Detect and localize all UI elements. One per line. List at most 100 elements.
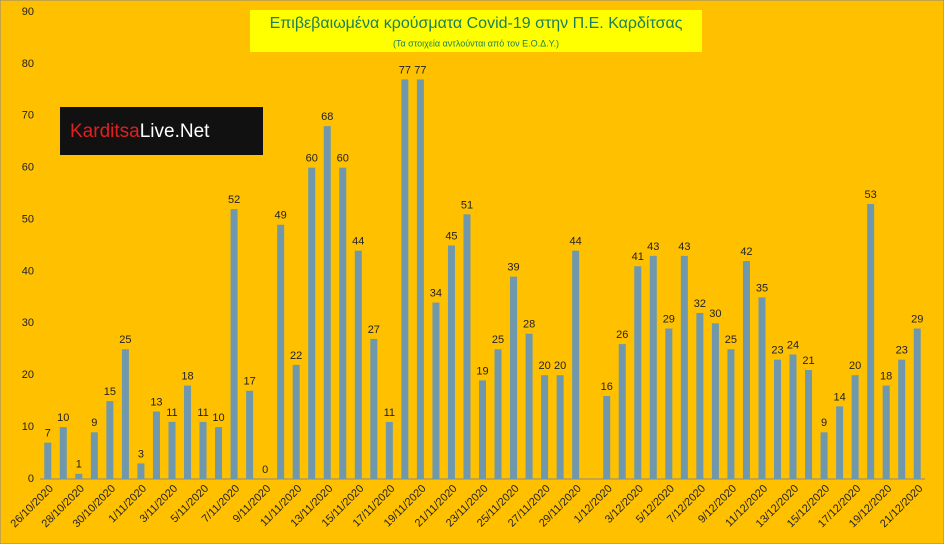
value-label: 16 xyxy=(601,381,613,393)
bar xyxy=(556,375,564,479)
bar xyxy=(867,203,875,479)
bar xyxy=(246,390,254,479)
y-tick-label: 10 xyxy=(22,421,34,433)
value-label: 9 xyxy=(91,417,97,429)
bar xyxy=(758,297,766,479)
value-label: 11 xyxy=(197,407,208,419)
bar xyxy=(401,79,409,479)
bar xyxy=(649,255,657,479)
value-label: 10 xyxy=(212,412,224,424)
value-label: 39 xyxy=(507,262,519,274)
bar xyxy=(463,214,471,479)
title-box xyxy=(250,10,702,52)
value-label: 14 xyxy=(833,391,845,403)
value-label: 19 xyxy=(476,365,488,377)
bar xyxy=(742,261,750,479)
value-label: 25 xyxy=(492,334,504,346)
value-label: 22 xyxy=(290,350,302,362)
value-label: 21 xyxy=(802,355,814,367)
value-label: 10 xyxy=(57,412,69,424)
bar xyxy=(696,312,704,479)
value-label: 18 xyxy=(880,371,892,383)
bar xyxy=(618,344,626,479)
value-label: 43 xyxy=(647,241,659,253)
value-label: 34 xyxy=(430,287,442,299)
bar xyxy=(479,380,486,479)
bar xyxy=(90,432,98,479)
bar xyxy=(199,421,207,479)
bar xyxy=(805,370,813,479)
value-label: 51 xyxy=(461,199,473,211)
value-label: 18 xyxy=(181,371,193,383)
bar xyxy=(634,266,642,479)
bar xyxy=(44,442,52,479)
value-label: 53 xyxy=(865,189,877,201)
bar xyxy=(121,349,129,479)
value-label: 23 xyxy=(771,345,783,357)
value-label: 11 xyxy=(384,407,395,419)
value-label: 23 xyxy=(896,345,908,357)
bar xyxy=(510,276,518,479)
value-label: 20 xyxy=(538,360,550,372)
y-tick-label: 0 xyxy=(28,473,34,485)
value-label: 68 xyxy=(321,111,333,123)
value-label: 20 xyxy=(554,360,566,372)
bar xyxy=(727,349,735,479)
bar xyxy=(913,328,921,479)
y-tick-label: 70 xyxy=(22,110,34,122)
bar xyxy=(494,349,502,479)
value-label: 7 xyxy=(45,428,51,440)
bar xyxy=(525,333,533,479)
bar xyxy=(152,411,160,479)
value-label: 44 xyxy=(352,236,364,248)
bar xyxy=(370,338,378,479)
value-label: 17 xyxy=(243,376,255,388)
bar xyxy=(292,364,300,479)
bar xyxy=(354,250,362,479)
value-label: 77 xyxy=(399,64,411,76)
value-label: 0 xyxy=(262,464,268,476)
value-label: 29 xyxy=(911,313,923,325)
value-label: 29 xyxy=(663,313,675,325)
value-label: 11 xyxy=(166,407,177,419)
bar xyxy=(59,427,67,479)
value-label: 26 xyxy=(616,329,628,341)
value-label: 45 xyxy=(445,230,457,242)
bar xyxy=(137,463,145,479)
value-label: 1 xyxy=(76,459,82,471)
bar xyxy=(541,375,549,479)
y-tick-label: 20 xyxy=(22,369,34,381)
bar xyxy=(339,167,347,479)
bar xyxy=(774,359,781,479)
bar xyxy=(882,385,890,479)
value-label: 30 xyxy=(709,308,721,320)
value-label: 49 xyxy=(275,210,287,222)
bar xyxy=(416,79,424,479)
logo-part: Live xyxy=(140,121,175,142)
value-label: 60 xyxy=(306,153,318,165)
value-label: 3 xyxy=(138,448,144,460)
chart-title: Επιβεβαιωμένα κρούσματα Covid-19 στην Π.… xyxy=(270,15,683,32)
bar xyxy=(230,209,238,479)
value-label: 44 xyxy=(570,236,582,248)
y-tick-label: 60 xyxy=(22,162,34,174)
bar xyxy=(447,245,455,479)
value-label: 52 xyxy=(228,194,240,206)
bar xyxy=(603,395,611,479)
value-label: 42 xyxy=(740,246,752,258)
bar xyxy=(836,406,844,479)
bar xyxy=(898,359,906,479)
logo-part: .Net xyxy=(175,121,211,142)
value-label: 28 xyxy=(523,319,535,331)
value-label: 41 xyxy=(632,251,644,263)
value-label: 9 xyxy=(821,417,827,429)
bar xyxy=(215,427,223,479)
bar xyxy=(711,323,719,479)
value-label: 13 xyxy=(150,396,162,408)
bar xyxy=(308,167,316,479)
value-label: 20 xyxy=(849,360,861,372)
bar xyxy=(277,224,285,479)
bar xyxy=(572,250,580,479)
